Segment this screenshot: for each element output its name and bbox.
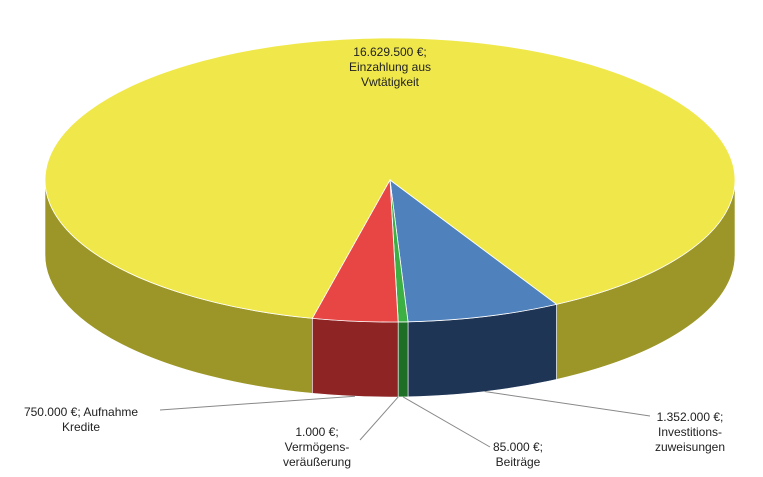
data-label: 85.000 €; Beiträge <box>482 440 554 470</box>
category-label: Vermögens-veräußerung <box>282 440 352 469</box>
data-label: 750.000 €; Aufnahme Kredite <box>10 405 152 435</box>
slice-side <box>312 318 399 398</box>
value-label: 750.000 €; <box>23 405 81 419</box>
leader-line <box>484 391 651 417</box>
data-label: 16.629.500 €; Einzahlung aus Vwtätigkeit <box>325 45 455 90</box>
data-label: 1.352.000 €; Investitions-zuweisungen <box>640 410 740 455</box>
category-label: Einzahlung aus Vwtätigkeit <box>348 60 432 89</box>
value-label: 85.000 €; <box>492 440 544 454</box>
leader-line <box>359 396 399 441</box>
category-label: Beiträge <box>495 455 541 469</box>
slice <box>389 179 558 323</box>
value-label: 1.352.000 €; <box>656 410 724 424</box>
leader-line <box>159 395 356 411</box>
category-label: Aufnahme Kredite <box>61 405 139 434</box>
leader-line <box>402 396 491 448</box>
slice <box>311 178 399 323</box>
data-label: 1.000 €; Vermögens-veräußerung <box>272 425 362 470</box>
value-label: 1.000 €; <box>295 425 339 439</box>
value-label: 16.629.500 €; <box>353 45 427 59</box>
category-label: Investitions-zuweisungen <box>654 425 726 454</box>
slice-side <box>397 321 409 398</box>
slice <box>44 37 736 319</box>
